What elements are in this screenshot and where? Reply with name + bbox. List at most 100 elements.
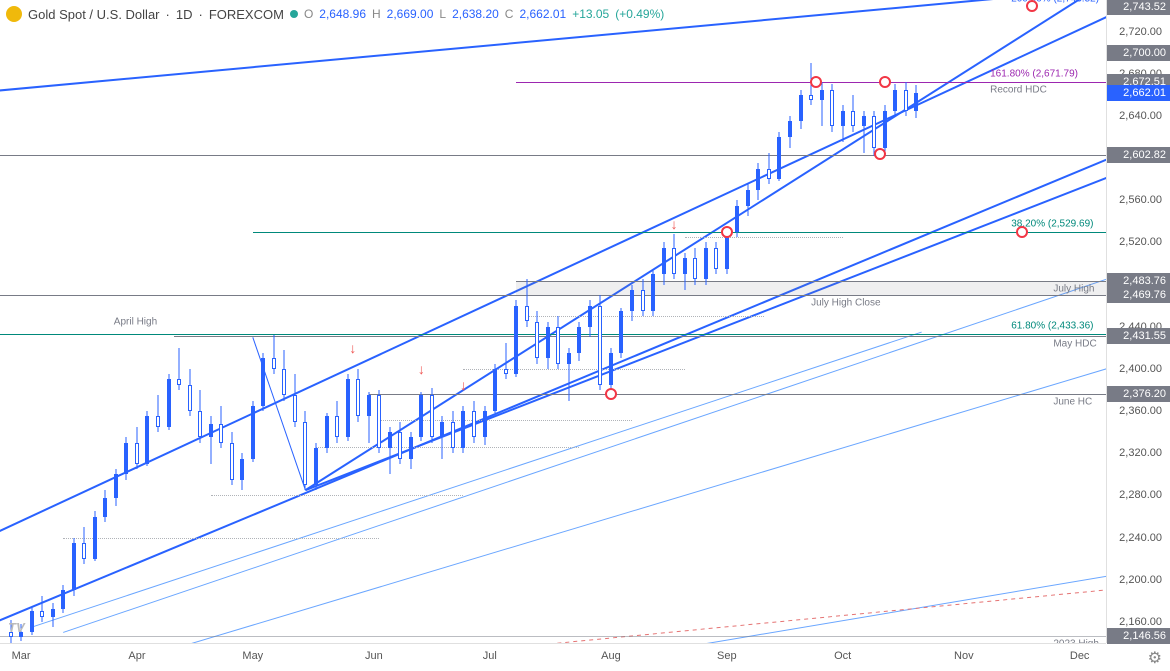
candle xyxy=(535,0,539,643)
candle xyxy=(746,0,750,643)
candle xyxy=(862,0,866,643)
candle xyxy=(799,0,803,643)
candle xyxy=(767,0,771,643)
price-tag: 2,602.82 xyxy=(1107,147,1170,163)
price-tag: 2,700.00 xyxy=(1107,45,1170,61)
price-tick: 2,360.00 xyxy=(1119,405,1162,417)
candle xyxy=(430,0,434,643)
candle xyxy=(630,0,634,643)
level-label: Record HDC xyxy=(990,85,1047,96)
candle xyxy=(167,0,171,643)
candle xyxy=(72,0,76,643)
marker-ring xyxy=(874,148,886,160)
candle xyxy=(19,0,23,643)
ohlc-change: +13.05 xyxy=(572,7,609,21)
marker-ring xyxy=(879,76,891,88)
price-chart[interactable]: 161.80% (2,671.79)Record HDC38.20% (2,52… xyxy=(0,0,1106,643)
candle xyxy=(504,0,508,643)
candle xyxy=(693,0,697,643)
price-tick: 2,280.00 xyxy=(1119,489,1162,501)
month-tick: Oct xyxy=(834,650,851,662)
candle xyxy=(788,0,792,643)
price-tick: 2,400.00 xyxy=(1119,363,1162,375)
marker-ring xyxy=(1026,0,1038,12)
price-tick: 2,200.00 xyxy=(1119,574,1162,586)
candle xyxy=(619,0,623,643)
candle xyxy=(367,0,371,643)
candle xyxy=(483,0,487,643)
candle xyxy=(388,0,392,643)
candle xyxy=(356,0,360,643)
candle xyxy=(525,0,529,643)
candle xyxy=(325,0,329,643)
price-tick: 2,320.00 xyxy=(1119,447,1162,459)
candle xyxy=(272,0,276,643)
candle xyxy=(51,0,55,643)
candle xyxy=(461,0,465,643)
month-tick: Sep xyxy=(717,650,737,662)
month-tick: Dec xyxy=(1070,650,1090,662)
candle xyxy=(662,0,666,643)
price-tick: 2,720.00 xyxy=(1119,26,1162,38)
candle xyxy=(240,0,244,643)
candle xyxy=(93,0,97,643)
ohlc-close: 2,662.01 xyxy=(519,7,566,21)
month-tick: Apr xyxy=(128,650,145,662)
candle xyxy=(145,0,149,643)
fib-label: 61.80% (2,433.36) xyxy=(1011,320,1093,331)
level-label: May HDC xyxy=(1053,338,1096,349)
candle xyxy=(609,0,613,643)
marker-ring xyxy=(1016,226,1028,238)
candle xyxy=(419,0,423,643)
candle xyxy=(556,0,560,643)
price-tag: 2,376.20 xyxy=(1107,386,1170,402)
candle xyxy=(293,0,297,643)
candle xyxy=(377,0,381,643)
candle xyxy=(651,0,655,643)
candle xyxy=(641,0,645,643)
candle xyxy=(883,0,887,643)
candle xyxy=(872,0,876,643)
candle xyxy=(704,0,708,643)
ohlc-high: 2,669.00 xyxy=(387,7,434,21)
marker-ring xyxy=(605,388,617,400)
settings-icon[interactable]: ⚙ xyxy=(1148,648,1162,668)
price-tick: 2,560.00 xyxy=(1119,194,1162,206)
candle xyxy=(756,0,760,643)
time-axis[interactable]: ⚙ MarAprMayJunJulAugSepOctNovDec xyxy=(0,643,1106,671)
candle xyxy=(588,0,592,643)
candle xyxy=(577,0,581,643)
candle xyxy=(219,0,223,643)
candle xyxy=(440,0,444,643)
month-tick: May xyxy=(242,650,263,662)
candle xyxy=(893,0,897,643)
symbol-icon xyxy=(6,6,22,22)
candle xyxy=(914,0,918,643)
price-tag: 2,469.76 xyxy=(1107,287,1170,303)
candle xyxy=(303,0,307,643)
candle xyxy=(335,0,339,643)
chart-header: Gold Spot / U.S. Dollar · 1D · FOREXCOM … xyxy=(6,4,664,24)
price-tick: 2,240.00 xyxy=(1119,532,1162,544)
candle xyxy=(177,0,181,643)
ohlc-change-pct: (+0.49%) xyxy=(615,7,664,21)
candle xyxy=(409,0,413,643)
candle xyxy=(851,0,855,643)
price-axis[interactable]: USD 2,160.002,200.002,240.002,280.002,32… xyxy=(1106,0,1170,643)
candle xyxy=(261,0,265,643)
candle xyxy=(820,0,824,643)
candle xyxy=(451,0,455,643)
timeframe[interactable]: 1D xyxy=(176,7,193,22)
candle xyxy=(493,0,497,643)
symbol-title[interactable]: Gold Spot / U.S. Dollar xyxy=(28,7,160,22)
candle xyxy=(904,0,908,643)
month-tick: Nov xyxy=(954,650,974,662)
candle xyxy=(714,0,718,643)
ohlc-low: 2,638.20 xyxy=(452,7,499,21)
candle xyxy=(135,0,139,643)
candle xyxy=(546,0,550,643)
candle xyxy=(398,0,402,643)
price-tick: 2,160.00 xyxy=(1119,616,1162,628)
candle xyxy=(735,0,739,643)
level-label: June HC xyxy=(1053,397,1092,408)
